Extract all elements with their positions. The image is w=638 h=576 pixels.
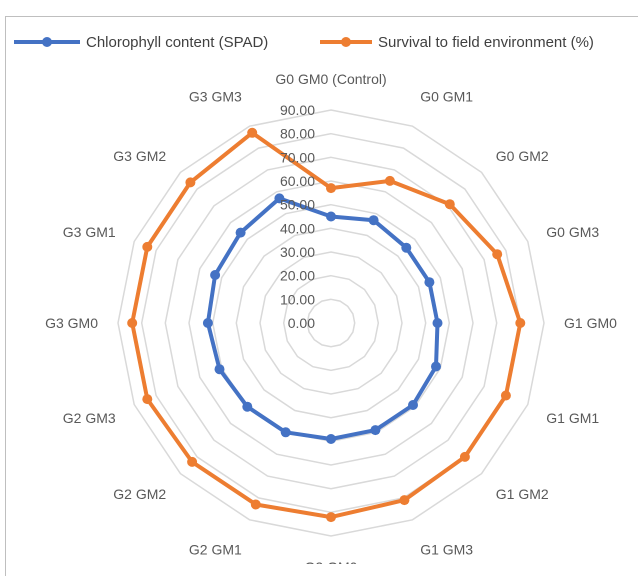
grid-ring [259, 251, 403, 395]
data-point [235, 227, 246, 238]
radial-tick-labels: 0.00 10.00 20.00 30.00 40.00 50.00 60.00 70.00 8… [280, 102, 315, 331]
category-label: G0 GM1 [420, 89, 473, 105]
data-point [187, 456, 198, 467]
grid-ring [235, 227, 427, 419]
grid-ring [282, 274, 380, 372]
data-point [408, 400, 418, 410]
data-point [326, 211, 336, 222]
category-label: G3 GM3 [189, 89, 242, 105]
data-point [384, 175, 395, 186]
category-label: G3 GM1 [63, 224, 116, 240]
data-point [500, 390, 511, 401]
data-point [242, 401, 253, 412]
data-point [368, 215, 379, 226]
category-label: G2 GM1 [189, 541, 242, 557]
category-label: G3 GM0 [45, 315, 98, 331]
category-label: G2 GM0 [305, 559, 358, 564]
clipped-caption-strip [0, 0, 638, 8]
category-label: G3 GM2 [113, 148, 166, 164]
category-label: G2 GM2 [113, 486, 166, 502]
data-series [127, 127, 526, 523]
category-labels: G0 GM0 (Control) G0 GM1 G0 GM2 G0 GM3 G1 GM0… [45, 71, 617, 564]
data-point [326, 512, 336, 523]
tick-label: 20.00 [280, 268, 315, 284]
category-label: G1 GM3 [420, 541, 473, 557]
legend-label: Survival to field environment (%) [378, 34, 594, 51]
tick-label: 10.00 [280, 291, 315, 307]
legend-label: Chlorophyll content (SPAD) [86, 34, 268, 51]
data-point [127, 318, 138, 328]
legend: Chlorophyll content (SPAD) Survival to fi… [14, 34, 594, 51]
category-label: G0 GM2 [496, 148, 549, 164]
grid-ring [306, 298, 356, 348]
data-point [280, 427, 291, 438]
radar-grid [117, 109, 545, 537]
tick-label: 40.00 [280, 220, 315, 236]
data-point [401, 242, 412, 253]
category-label: G1 GM2 [496, 486, 549, 502]
data-point [274, 193, 285, 204]
tick-label: 80.00 [280, 126, 315, 142]
chart-frame [5, 16, 638, 576]
radar-chart: G0 GM0 (Control) G0 GM1 G0 GM2 G0 GM3 G1 GM0… [14, 34, 617, 564]
tick-label: 90.00 [280, 102, 315, 118]
tick-label: 70.00 [280, 149, 315, 165]
data-point [424, 277, 435, 288]
grid-ring [117, 109, 545, 537]
data-point [326, 183, 336, 194]
data-point [492, 249, 503, 260]
data-point [444, 199, 455, 210]
tick-label: 60.00 [280, 173, 315, 189]
data-point [250, 499, 261, 510]
data-point [515, 318, 526, 328]
tick-label: 0.00 [288, 315, 315, 331]
category-label: G1 GM0 [564, 315, 617, 331]
data-point [326, 434, 336, 444]
category-label: G0 GM0 (Control) [275, 71, 386, 87]
data-point [202, 318, 213, 328]
data-point [459, 451, 470, 462]
data-point [185, 177, 196, 188]
grid-ring [188, 180, 474, 466]
data-point [247, 127, 258, 138]
data-point [431, 361, 441, 372]
data-point [142, 241, 153, 252]
data-point [210, 270, 221, 280]
category-label: G1 GM1 [546, 410, 599, 426]
data-point [399, 495, 410, 506]
data-point [214, 364, 225, 375]
category-label: G0 GM3 [546, 224, 599, 240]
legend-marker [42, 37, 52, 47]
tick-label: 50.00 [280, 197, 315, 213]
tick-label: 30.00 [280, 244, 315, 260]
category-label: G2 GM3 [63, 410, 116, 426]
grid-ring [164, 156, 498, 490]
legend-marker [341, 37, 351, 47]
data-point [432, 318, 443, 328]
data-point [142, 394, 153, 405]
data-point [370, 425, 381, 436]
